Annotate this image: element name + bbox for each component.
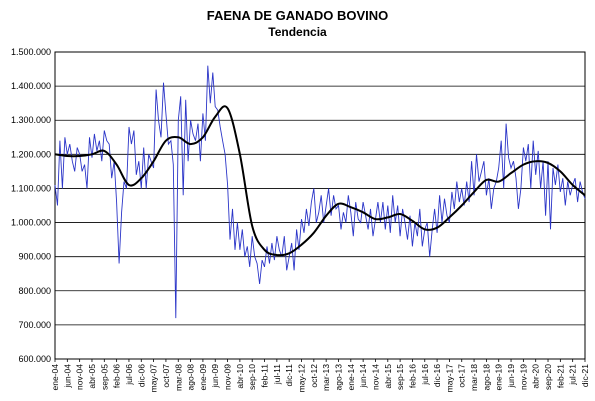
y-tick-label: 1.100.000 (11, 183, 51, 193)
x-tick-label: jul-21 (568, 364, 578, 386)
x-tick-label: mar-08 (173, 364, 183, 391)
x-tick-label: ago-08 (186, 364, 196, 391)
x-tick-label: ago-13 (333, 364, 343, 391)
x-tick-label: mar-13 (321, 364, 331, 391)
x-tick-label: may-07 (149, 364, 159, 393)
x-tick-label: mar-18 (469, 364, 479, 391)
x-tick-label: dic-11 (284, 364, 294, 387)
x-tick-label: dic-16 (432, 364, 442, 387)
trend-line (54, 105, 586, 257)
chart-subtitle: Tendencia (268, 25, 327, 39)
x-tick-label: feb-16 (407, 364, 417, 388)
x-tick-label: feb-11 (260, 364, 270, 388)
x-tick-label: jun-19 (506, 364, 516, 389)
x-tick-label: dic-06 (136, 364, 146, 387)
x-tick-label: abr-20 (531, 364, 541, 389)
x-tick-label: jun-09 (210, 364, 220, 389)
x-tick-label: jun-04 (62, 364, 72, 389)
x-tick-label: nov-19 (518, 364, 528, 390)
x-tick-label: sep-10 (247, 364, 257, 390)
x-tick-label: jun-14 (358, 364, 368, 389)
x-tick-label: jul-06 (124, 364, 134, 386)
y-tick-label: 700.000 (18, 320, 51, 330)
x-tick-label: ago-18 (481, 364, 491, 391)
x-tick-label: ene-14 (346, 364, 356, 391)
x-tick-label: ene-19 (494, 364, 504, 391)
x-tick-label: may-12 (297, 364, 307, 393)
y-tick-label: 1.400.000 (11, 81, 51, 91)
y-tick-label: 1.500.000 (11, 47, 51, 57)
chart-title: FAENA DE GANADO BOVINO (206, 8, 389, 23)
x-tick-label: sep-05 (99, 364, 109, 390)
y-tick-label: 1.300.000 (11, 115, 51, 125)
x-tick-label: feb-06 (112, 364, 122, 388)
y-tick-label: 1.200.000 (11, 149, 51, 159)
x-tick-label: ene-04 (50, 364, 60, 391)
x-tick-label: jul-16 (420, 364, 430, 386)
x-tick-label: feb-21 (555, 364, 565, 388)
x-tick-label: ene-09 (198, 364, 208, 391)
x-tick-label: nov-09 (223, 364, 233, 390)
y-tick-label: 900.000 (18, 252, 51, 262)
x-tick-label: oct-07 (161, 364, 171, 388)
monthly-series-line (54, 65, 586, 319)
x-tick-label: abr-15 (383, 364, 393, 389)
y-tick-label: 800.000 (18, 286, 51, 296)
x-tick-label: oct-17 (457, 364, 467, 388)
x-tick-label: nov-04 (75, 364, 85, 390)
y-tick-label: 600.000 (18, 354, 51, 364)
x-tick-label: jul-11 (272, 364, 282, 385)
x-tick-label: abr-05 (87, 364, 97, 389)
x-tick-label: nov-14 (370, 364, 380, 390)
x-tick-label: oct-12 (309, 364, 319, 388)
x-tick-label: abr-10 (235, 364, 245, 389)
x-tick-label: sep-20 (543, 364, 553, 390)
x-tick-label: dic-21 (580, 364, 590, 387)
x-tick-label: sep-15 (395, 364, 405, 390)
y-tick-label: 1.000.000 (11, 218, 51, 228)
x-tick-label: may-17 (444, 364, 454, 393)
